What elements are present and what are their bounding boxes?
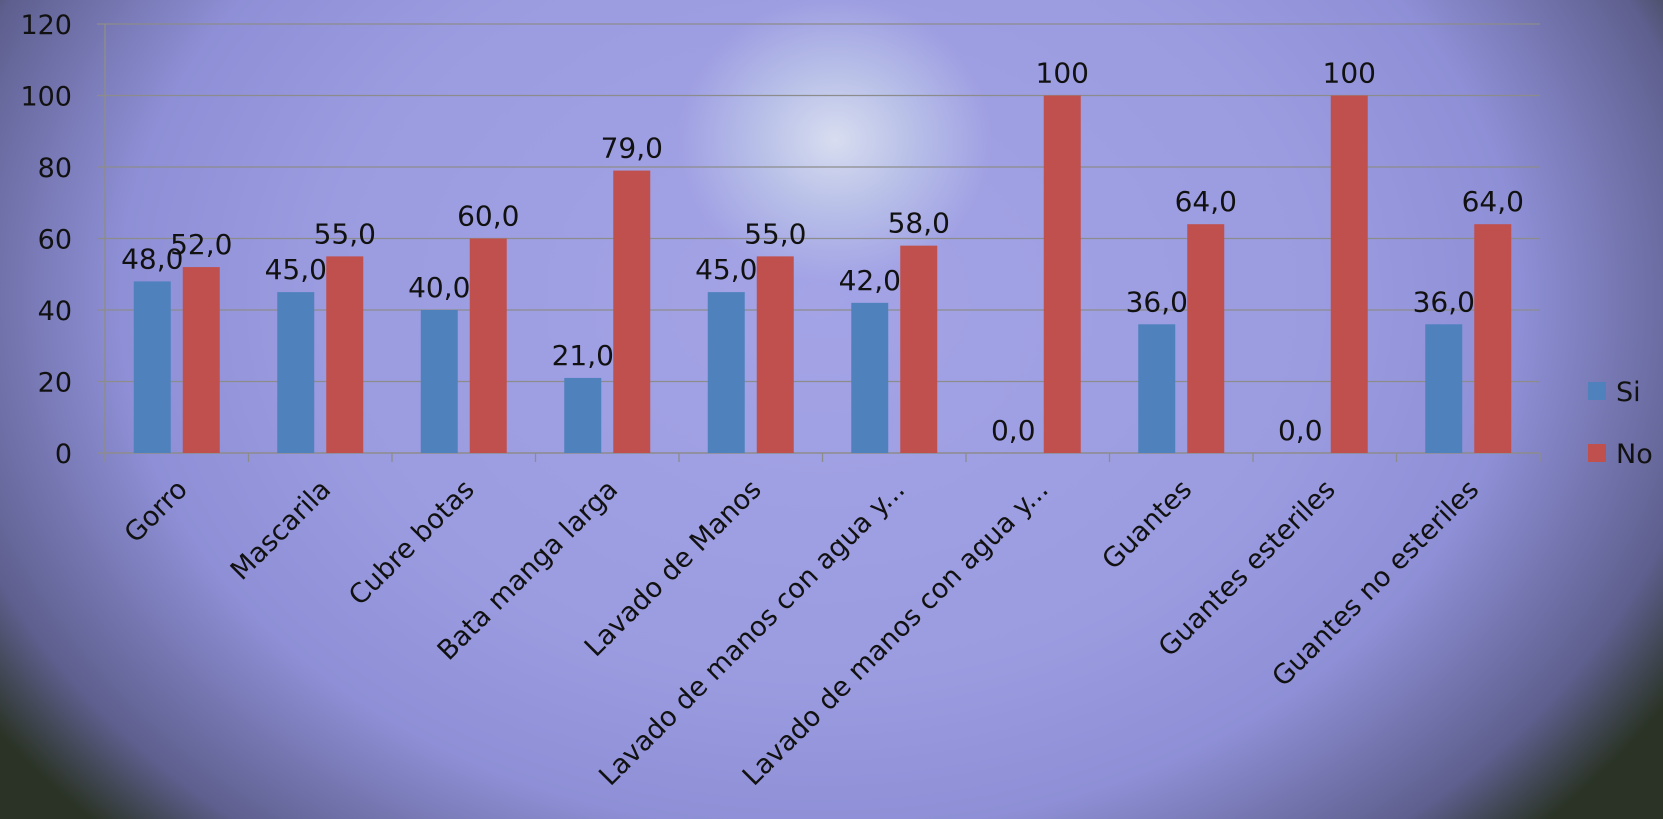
bar-no (613, 170, 651, 453)
y-tick-label: 0 (55, 439, 72, 470)
category-label: Cubre botas (343, 474, 481, 612)
data-label-no: 58,0 (888, 207, 950, 240)
bar-si (851, 302, 889, 453)
data-label-si: 40,0 (408, 271, 470, 304)
category-label: Mascarila (225, 474, 337, 586)
data-label-no: 55,0 (744, 217, 806, 250)
category-label: Guantes (1096, 474, 1198, 576)
bars (133, 95, 1512, 453)
bar-no (756, 256, 794, 453)
data-label-no: 100 (1323, 57, 1376, 90)
data-label-si: 45,0 (265, 253, 327, 286)
bar-no (469, 238, 507, 453)
y-tick-label: 120 (20, 10, 72, 41)
y-tick-label: 20 (38, 368, 72, 399)
data-label-si: 0,0 (1278, 414, 1323, 447)
data-label-si: 42,0 (839, 264, 901, 297)
bar-si (133, 281, 171, 453)
bar-no (1330, 95, 1368, 453)
bar-si (564, 377, 602, 453)
bar-no (182, 267, 220, 453)
data-label-no: 60,0 (457, 200, 519, 233)
bar-no (1474, 224, 1512, 453)
data-label-no: 55,0 (314, 217, 376, 250)
data-label-si: 45,0 (695, 253, 757, 286)
category-label: Lavado de manos con agua y... (593, 474, 911, 792)
y-tick-label: 40 (38, 296, 72, 327)
y-tick-labels: 0 20 40 60 80 100 120 (20, 10, 72, 470)
bar-no (1043, 95, 1081, 453)
bar-si (1138, 324, 1176, 453)
category-label: Gorro (119, 474, 194, 549)
bar-no (326, 256, 364, 453)
data-label-no: 64,0 (1462, 185, 1524, 218)
category-label: Lavado de manos con agua y... (737, 474, 1055, 792)
bar-no (1187, 224, 1225, 453)
legend-label-no: No (1616, 439, 1653, 470)
bar-si (1425, 324, 1463, 453)
y-tick-label: 100 (20, 82, 72, 113)
data-label-no: 79,0 (601, 132, 663, 165)
y-tick-label: 80 (38, 153, 72, 184)
data-label-si: 0,0 (991, 414, 1036, 447)
bar-si (277, 292, 315, 453)
data-labels: 48,052,045,055,040,060,021,079,045,055,0… (121, 57, 1524, 448)
legend-swatch-no (1588, 444, 1606, 462)
data-label-si: 21,0 (552, 339, 614, 372)
data-label-no: 52,0 (170, 228, 232, 261)
bar-si (420, 310, 458, 453)
data-label-no: 64,0 (1175, 185, 1237, 218)
data-label-si: 36,0 (1413, 285, 1475, 318)
legend-swatch-si (1588, 382, 1606, 400)
bar-si (707, 292, 745, 453)
data-label-si: 48,0 (121, 242, 183, 275)
data-label-no: 100 (1036, 57, 1089, 90)
bar-no (900, 245, 938, 453)
y-tick-label: 60 (38, 225, 72, 256)
legend: Si No (1588, 377, 1653, 470)
data-label-si: 36,0 (1126, 285, 1188, 318)
legend-label-si: Si (1616, 377, 1641, 408)
